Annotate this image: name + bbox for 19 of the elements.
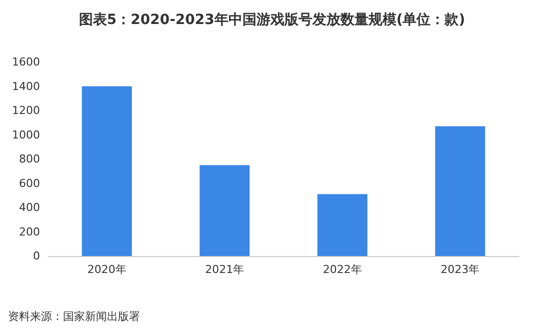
bar (435, 126, 486, 256)
y-tick-label: 400 (19, 201, 40, 214)
y-tick-label: 1400 (12, 80, 40, 93)
bar (317, 194, 368, 256)
x-tick-label: 2022年 (322, 263, 362, 276)
y-tick-label: 0 (33, 250, 40, 262)
y-tick-label: 800 (19, 152, 40, 166)
y-tick-label: 1600 (12, 56, 40, 68)
x-tick-label: 2020年 (87, 263, 126, 276)
y-tick-label: 600 (19, 176, 40, 190)
x-tick-label: 2023年 (440, 263, 480, 276)
y-tick-label: 1000 (12, 128, 40, 142)
text: 资料来源：国家新闻出版署 (8, 310, 140, 323)
bar (200, 165, 250, 256)
x-tick-label: 2021年 (205, 263, 244, 276)
chart-title: 图表5：2020-2023年中国游戏版号发放数量规模(单位：款) (78, 12, 466, 28)
y-tick-label: 1200 (12, 104, 40, 117)
y-tick-label: 200 (19, 225, 40, 238)
bar (82, 86, 132, 256)
